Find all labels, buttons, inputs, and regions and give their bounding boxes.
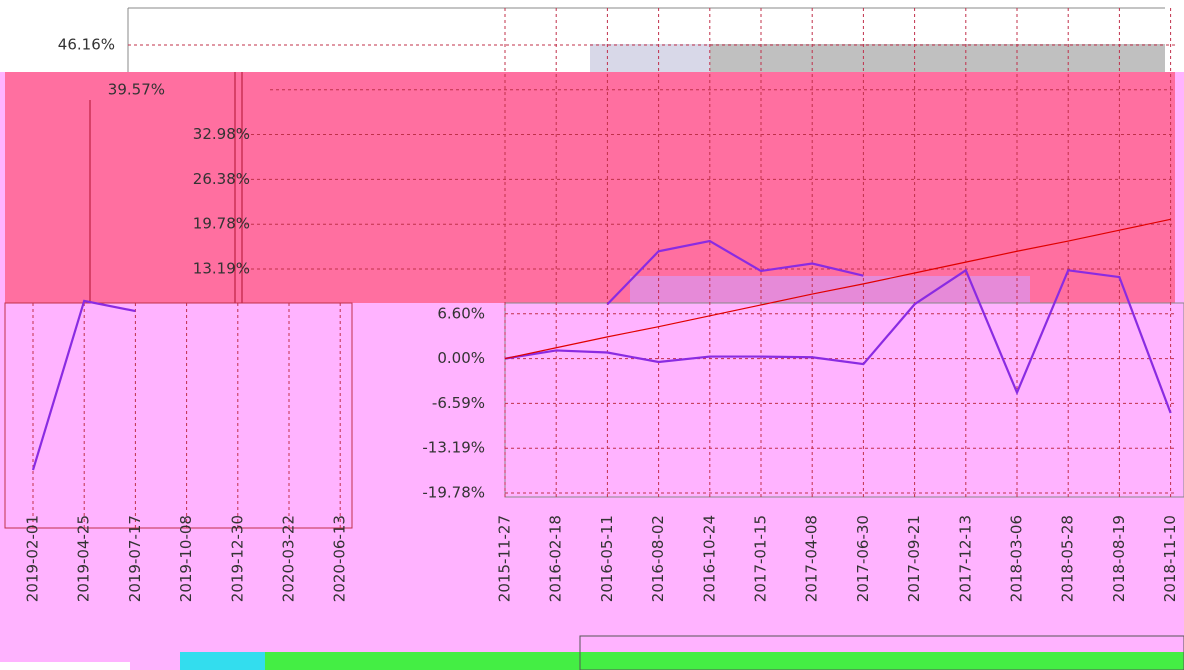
x-tick-label: 2019-10-08 [177, 515, 195, 602]
y-tick-label: 32.98% [193, 125, 250, 143]
x-tick-label: 2019-07-17 [126, 515, 144, 602]
pink-band [5, 72, 1175, 303]
y-tick-label: 26.38% [193, 170, 250, 188]
cyan-block [180, 652, 265, 670]
x-tick-label: 2018-11-10 [1161, 515, 1179, 602]
y-tick-label: 19.78% [193, 215, 250, 233]
y-tick-label: -6.59% [432, 394, 485, 412]
y-tick-label: -13.19% [422, 439, 485, 457]
x-tick-label: 2016-05-11 [598, 515, 616, 602]
x-tick-label: 2020-06-13 [331, 515, 349, 602]
x-tick-label: 2018-05-28 [1059, 515, 1077, 602]
x-tick-label: 2019-02-01 [24, 515, 42, 602]
y-tick-label: 6.60% [437, 304, 485, 322]
y-tick-label: 39.57% [108, 80, 165, 98]
x-tick-label: 2016-08-02 [649, 515, 667, 602]
x-tick-label: 2019-04-25 [75, 515, 93, 602]
x-tick-label: 2017-12-13 [956, 515, 974, 602]
y-tick-label: -19.78% [422, 484, 485, 502]
x-tick-label: 2017-06-30 [854, 515, 872, 602]
x-tick-label: 2015-11-27 [496, 515, 514, 602]
x-tick-label: 2016-10-24 [700, 515, 718, 602]
x-tick-label: 2016-02-18 [547, 515, 565, 602]
green-bar [180, 652, 1184, 670]
y-tick-label: 46.16% [58, 36, 115, 54]
status-box [0, 662, 130, 670]
x-tick-label: 2018-08-19 [1110, 515, 1128, 602]
x-tick-label: 2018-03-06 [1008, 515, 1026, 602]
x-tick-label: 2020-03-22 [280, 515, 298, 602]
x-tick-label: 2017-01-15 [752, 515, 770, 602]
x-tick-label: 2017-04-08 [803, 515, 821, 602]
y-tick-label: 13.19% [193, 260, 250, 278]
x-tick-label: 2017-09-21 [905, 515, 923, 602]
screenshot: 2015-11-27 2016-02-18 2016-05-11 2016-08-02… [0, 0, 1184, 670]
x-tick-label: 2019-12-30 [228, 515, 246, 602]
y-tick-label: 0.00% [437, 349, 485, 367]
glitch [590, 44, 710, 72]
